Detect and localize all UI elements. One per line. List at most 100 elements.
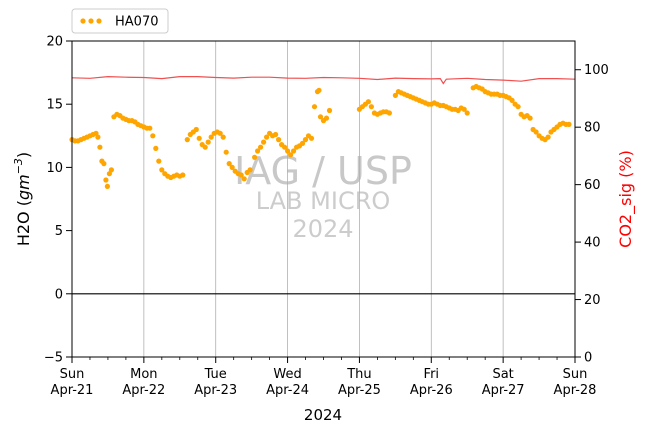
data-point-ha070 xyxy=(156,158,162,164)
x-tick-label-day: Sun xyxy=(60,367,85,382)
data-point-ha070 xyxy=(97,144,103,150)
watermark-line-1: IAG / USP xyxy=(234,149,412,193)
data-point-ha070 xyxy=(273,131,279,138)
data-point-ha070 xyxy=(255,148,261,154)
data-point-ha070 xyxy=(323,115,330,121)
x-tick-label-date: Apr-21 xyxy=(51,383,94,398)
y-right-tick-label: 80 xyxy=(584,121,601,136)
data-point-ha070 xyxy=(533,129,539,135)
data-point-ha070 xyxy=(299,140,306,146)
x-axis-label: 2024 xyxy=(304,406,342,424)
watermark: IAG / USP LAB MICRO 2024 xyxy=(234,149,412,243)
data-point-ha070 xyxy=(291,148,297,154)
data-point-ha070 xyxy=(288,152,294,158)
data-point-ha070 xyxy=(208,134,214,140)
x-tick-label-day: Wed xyxy=(273,367,301,382)
y-right-axis-label: CO2_sig (%) xyxy=(616,150,636,248)
x-tick-label-day: Thu xyxy=(346,367,371,382)
data-point-ha070 xyxy=(386,110,392,116)
y-right-tick-label: 100 xyxy=(584,63,609,78)
watermark-line-3: 2024 xyxy=(292,215,353,243)
data-point-ha070 xyxy=(365,99,371,105)
y-right-label-text: CO2_sig (%) xyxy=(616,150,636,248)
data-point-ha070 xyxy=(193,126,199,133)
data-point-ha070 xyxy=(311,104,318,110)
data-point-ha070 xyxy=(276,137,282,143)
series-line-co2-sig xyxy=(71,75,576,85)
data-point-ha070 xyxy=(317,114,324,120)
y-left-label-unit: gm xyxy=(14,174,33,200)
y-left-tick-label: 15 xyxy=(46,98,63,113)
x-tick-label-date: Apr-25 xyxy=(338,383,381,398)
data-point-ha070 xyxy=(392,92,398,98)
data-point-ha070 xyxy=(527,115,533,121)
y-left-tick-label: 0 xyxy=(55,287,63,302)
data-point-ha070 xyxy=(238,172,244,178)
data-point-ha070 xyxy=(159,167,165,173)
data-point-ha070 xyxy=(104,183,110,189)
data-point-ha070 xyxy=(150,133,156,139)
y-right-tick-label: 60 xyxy=(584,178,601,193)
x-tick-label-day: Mon xyxy=(130,367,157,382)
data-point-ha070 xyxy=(95,134,101,140)
data-point-ha070 xyxy=(205,139,211,145)
y-left-tick-label: 5 xyxy=(55,224,63,239)
data-point-ha070 xyxy=(326,107,333,114)
data-point-ha070 xyxy=(184,137,190,143)
x-tick-label-day: Fri xyxy=(424,367,440,382)
data-point-ha070 xyxy=(226,161,232,167)
data-point-ha070 xyxy=(202,144,208,150)
y-left-label-close: ) xyxy=(14,152,33,158)
y-right-tick-label: 40 xyxy=(584,236,601,251)
data-point-ha070 xyxy=(545,134,551,140)
data-point-ha070 xyxy=(153,145,159,151)
legend: HA070 xyxy=(71,8,169,34)
plot-series xyxy=(69,75,576,189)
data-point-ha070 xyxy=(461,106,467,112)
data-point-ha070 xyxy=(515,104,521,110)
watermark-line-2: LAB MICRO xyxy=(256,187,391,215)
y-left-axis-label: H2O (gm−3) xyxy=(12,152,33,246)
x-tick-label-day: Sat xyxy=(492,367,513,382)
data-point-ha070 xyxy=(566,121,572,127)
data-point-ha070 xyxy=(229,164,235,170)
data-point-ha070 xyxy=(220,134,226,140)
svg-text:H2O (gm−3): H2O (gm−3) xyxy=(12,152,33,246)
data-point-ha070 xyxy=(302,137,309,143)
data-point-ha070 xyxy=(252,154,258,160)
legend-marker-dot xyxy=(88,18,94,24)
x-tick-label-date: Apr-23 xyxy=(194,383,237,398)
data-point-ha070 xyxy=(101,161,107,167)
data-point-ha070 xyxy=(196,135,202,141)
y-right-tick-label: 0 xyxy=(584,351,592,366)
x-tick-label-date: Apr-28 xyxy=(554,383,597,398)
legend-box xyxy=(71,8,169,34)
grid xyxy=(143,41,504,357)
y-right-tick-label: 20 xyxy=(584,293,601,308)
data-point-ha070 xyxy=(282,144,288,150)
legend-marker-dot xyxy=(96,18,102,24)
data-point-ha070 xyxy=(241,176,247,182)
y-left-tick-label: 20 xyxy=(46,35,63,50)
y-left-tick-label: 10 xyxy=(46,161,63,176)
x-tick-label-date: Apr-24 xyxy=(266,383,309,398)
data-point-ha070 xyxy=(223,149,229,155)
data-point-ha070 xyxy=(509,97,515,103)
y-left-label-exp: −3 xyxy=(12,158,25,174)
x-tick-label-date: Apr-27 xyxy=(482,383,525,398)
data-point-ha070 xyxy=(258,144,264,150)
data-point-ha070 xyxy=(147,125,153,131)
x-tick-label-date: Apr-26 xyxy=(410,383,453,398)
legend-marker-dot xyxy=(80,18,86,24)
y-left-label-base: H2O ( xyxy=(14,200,33,246)
data-point-ha070 xyxy=(464,110,470,116)
axes: SunApr-21MonApr-22TueApr-23WedApr-24ThuA… xyxy=(44,35,609,399)
data-point-ha070 xyxy=(103,177,109,183)
data-point-ha070 xyxy=(261,139,267,145)
data-point-ha070 xyxy=(316,87,322,93)
data-point-ha070 xyxy=(247,167,253,173)
legend-entry-ha070: HA070 xyxy=(115,15,158,30)
x-tick-label-day: Tue xyxy=(204,367,227,382)
